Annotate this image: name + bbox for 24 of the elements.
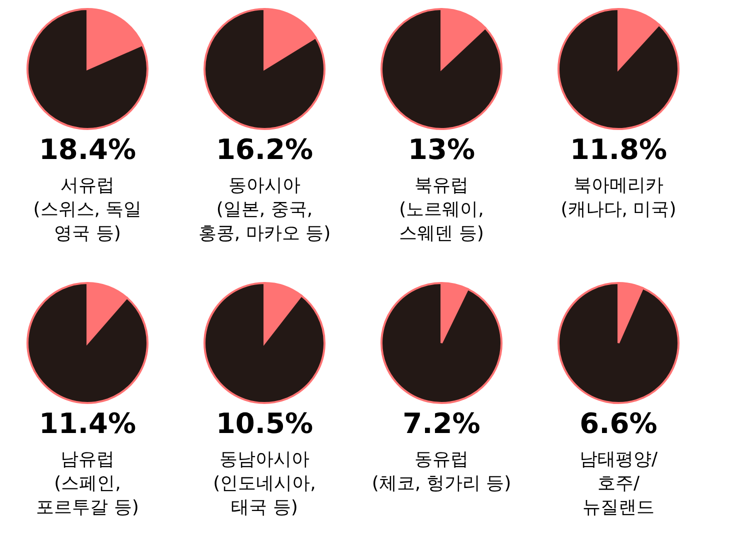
text: 10.5%: [216, 407, 314, 440]
text: 11.8%: [570, 133, 668, 166]
text: 남태평양/ 호주/ 뉴질랜드: [579, 449, 658, 518]
pie-slice: [204, 8, 326, 130]
text: 7.2%: [402, 407, 480, 440]
text: 서유럽 (스위스, 독일 영국 등): [33, 175, 142, 244]
text: 북유럽 (노르웨이, 스웨덴 등): [399, 175, 484, 244]
text: 동아시아 (일본, 중국, 홍콩, 마카오 등): [198, 175, 331, 244]
text: 13%: [408, 133, 476, 166]
text: 북아메리카 (캐나다, 미국): [560, 175, 676, 220]
text: 16.2%: [216, 133, 314, 166]
pie-slice: [26, 282, 148, 404]
text: 남유럽 (스페인, 포르투갈 등): [36, 449, 139, 518]
pie-slice: [558, 8, 680, 130]
pie-slice: [380, 8, 502, 130]
text: 6.6%: [580, 407, 658, 440]
text: 동남아시아 (인도네시아, 태국 등): [213, 449, 316, 518]
pie-slice: [558, 282, 680, 404]
text: 동유럽 (체코, 헝가리 등): [372, 449, 512, 494]
text: 11.4%: [38, 407, 136, 440]
pie-slice: [204, 282, 326, 404]
pie-slice: [26, 8, 148, 130]
text: 18.4%: [38, 133, 136, 166]
pie-slice: [380, 282, 502, 404]
